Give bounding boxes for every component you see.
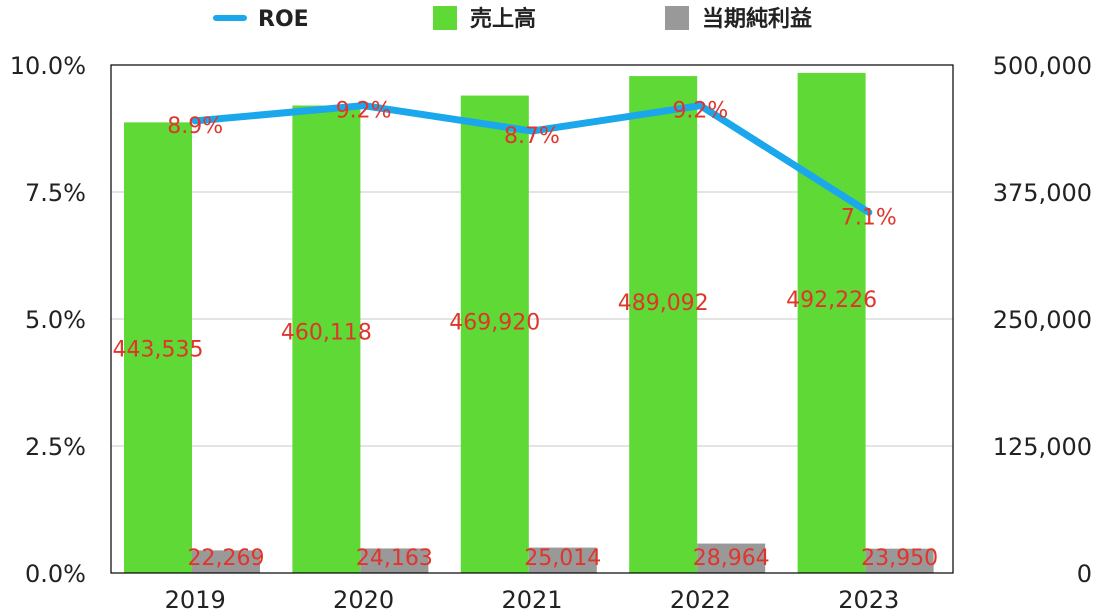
data-label-roe: 7.1% [841,205,897,230]
data-labels: 443,535 22,269 460,118 24,163 469,920 25,014 4… [113,99,939,571]
data-label-net-income: 22,269 [188,546,265,571]
x-tick-label: 2021 [501,586,562,612]
bar-sales [629,76,698,574]
legend-swatch-net-income [665,6,689,30]
roe-line [191,102,873,216]
y-left-tick-label: 10.0% [10,52,86,80]
data-label-sales: 469,920 [449,311,540,336]
y-right-tick-label: 250,000 [993,306,1092,334]
bar-net-income [528,547,597,573]
data-label-sales: 443,535 [113,337,204,362]
legend-swatch-sales [433,6,457,30]
axes: 0.0% 0 2.5% 125,000 5.0% 250,000 7.5% 375,000 10… [10,52,1092,612]
bar-net-income [865,548,934,573]
y-right-tick-label: 125,000 [993,433,1092,461]
data-label-roe: 8.9% [167,114,223,139]
legend-label-net-income: 当期純利益 [702,6,812,32]
data-label-net-income: 28,964 [693,546,770,571]
data-label-sales: 460,118 [281,321,372,346]
y-right-tick-label: 500,000 [993,52,1092,80]
data-label-net-income: 25,014 [524,546,601,571]
data-label-net-income: 23,950 [861,546,938,571]
plot-frame [110,64,954,574]
y-right-tick-label: 375,000 [993,179,1092,207]
bar-net-income [697,543,766,573]
y-left-tick-label: 2.5% [25,433,86,461]
bar-sales [292,105,361,573]
data-label-net-income: 24,163 [356,546,433,571]
y-left-tick-label: 5.0% [25,306,86,334]
bar-sales [797,72,866,574]
data-label-roe: 8.7% [504,124,560,149]
x-tick-label: 2022 [670,586,731,612]
x-tick-label: 2020 [333,586,394,612]
y-left-tick-label: 0.0% [25,560,86,588]
bar-net-income [192,550,260,573]
x-tick-label: 2023 [838,586,899,612]
bar-sales [460,95,529,573]
data-label-sales: 489,092 [618,291,709,316]
y-right-tick-label: 0 [1077,560,1092,588]
data-label-roe: 9.2% [672,99,728,124]
data-label-roe: 9.2% [336,99,392,124]
data-label-sales: 492,226 [786,288,877,313]
bar-net-income [360,548,429,573]
x-tick-label: 2019 [165,586,226,612]
legend-label-roe: ROE [258,7,309,32]
y-left-tick-label: 7.5% [25,179,86,207]
bars [124,72,934,574]
legend: ROE 売上高 当期純利益 [213,6,812,32]
roe-series-line [191,102,873,216]
bar-sales [124,122,192,573]
legend-label-sales: 売上高 [470,6,536,32]
